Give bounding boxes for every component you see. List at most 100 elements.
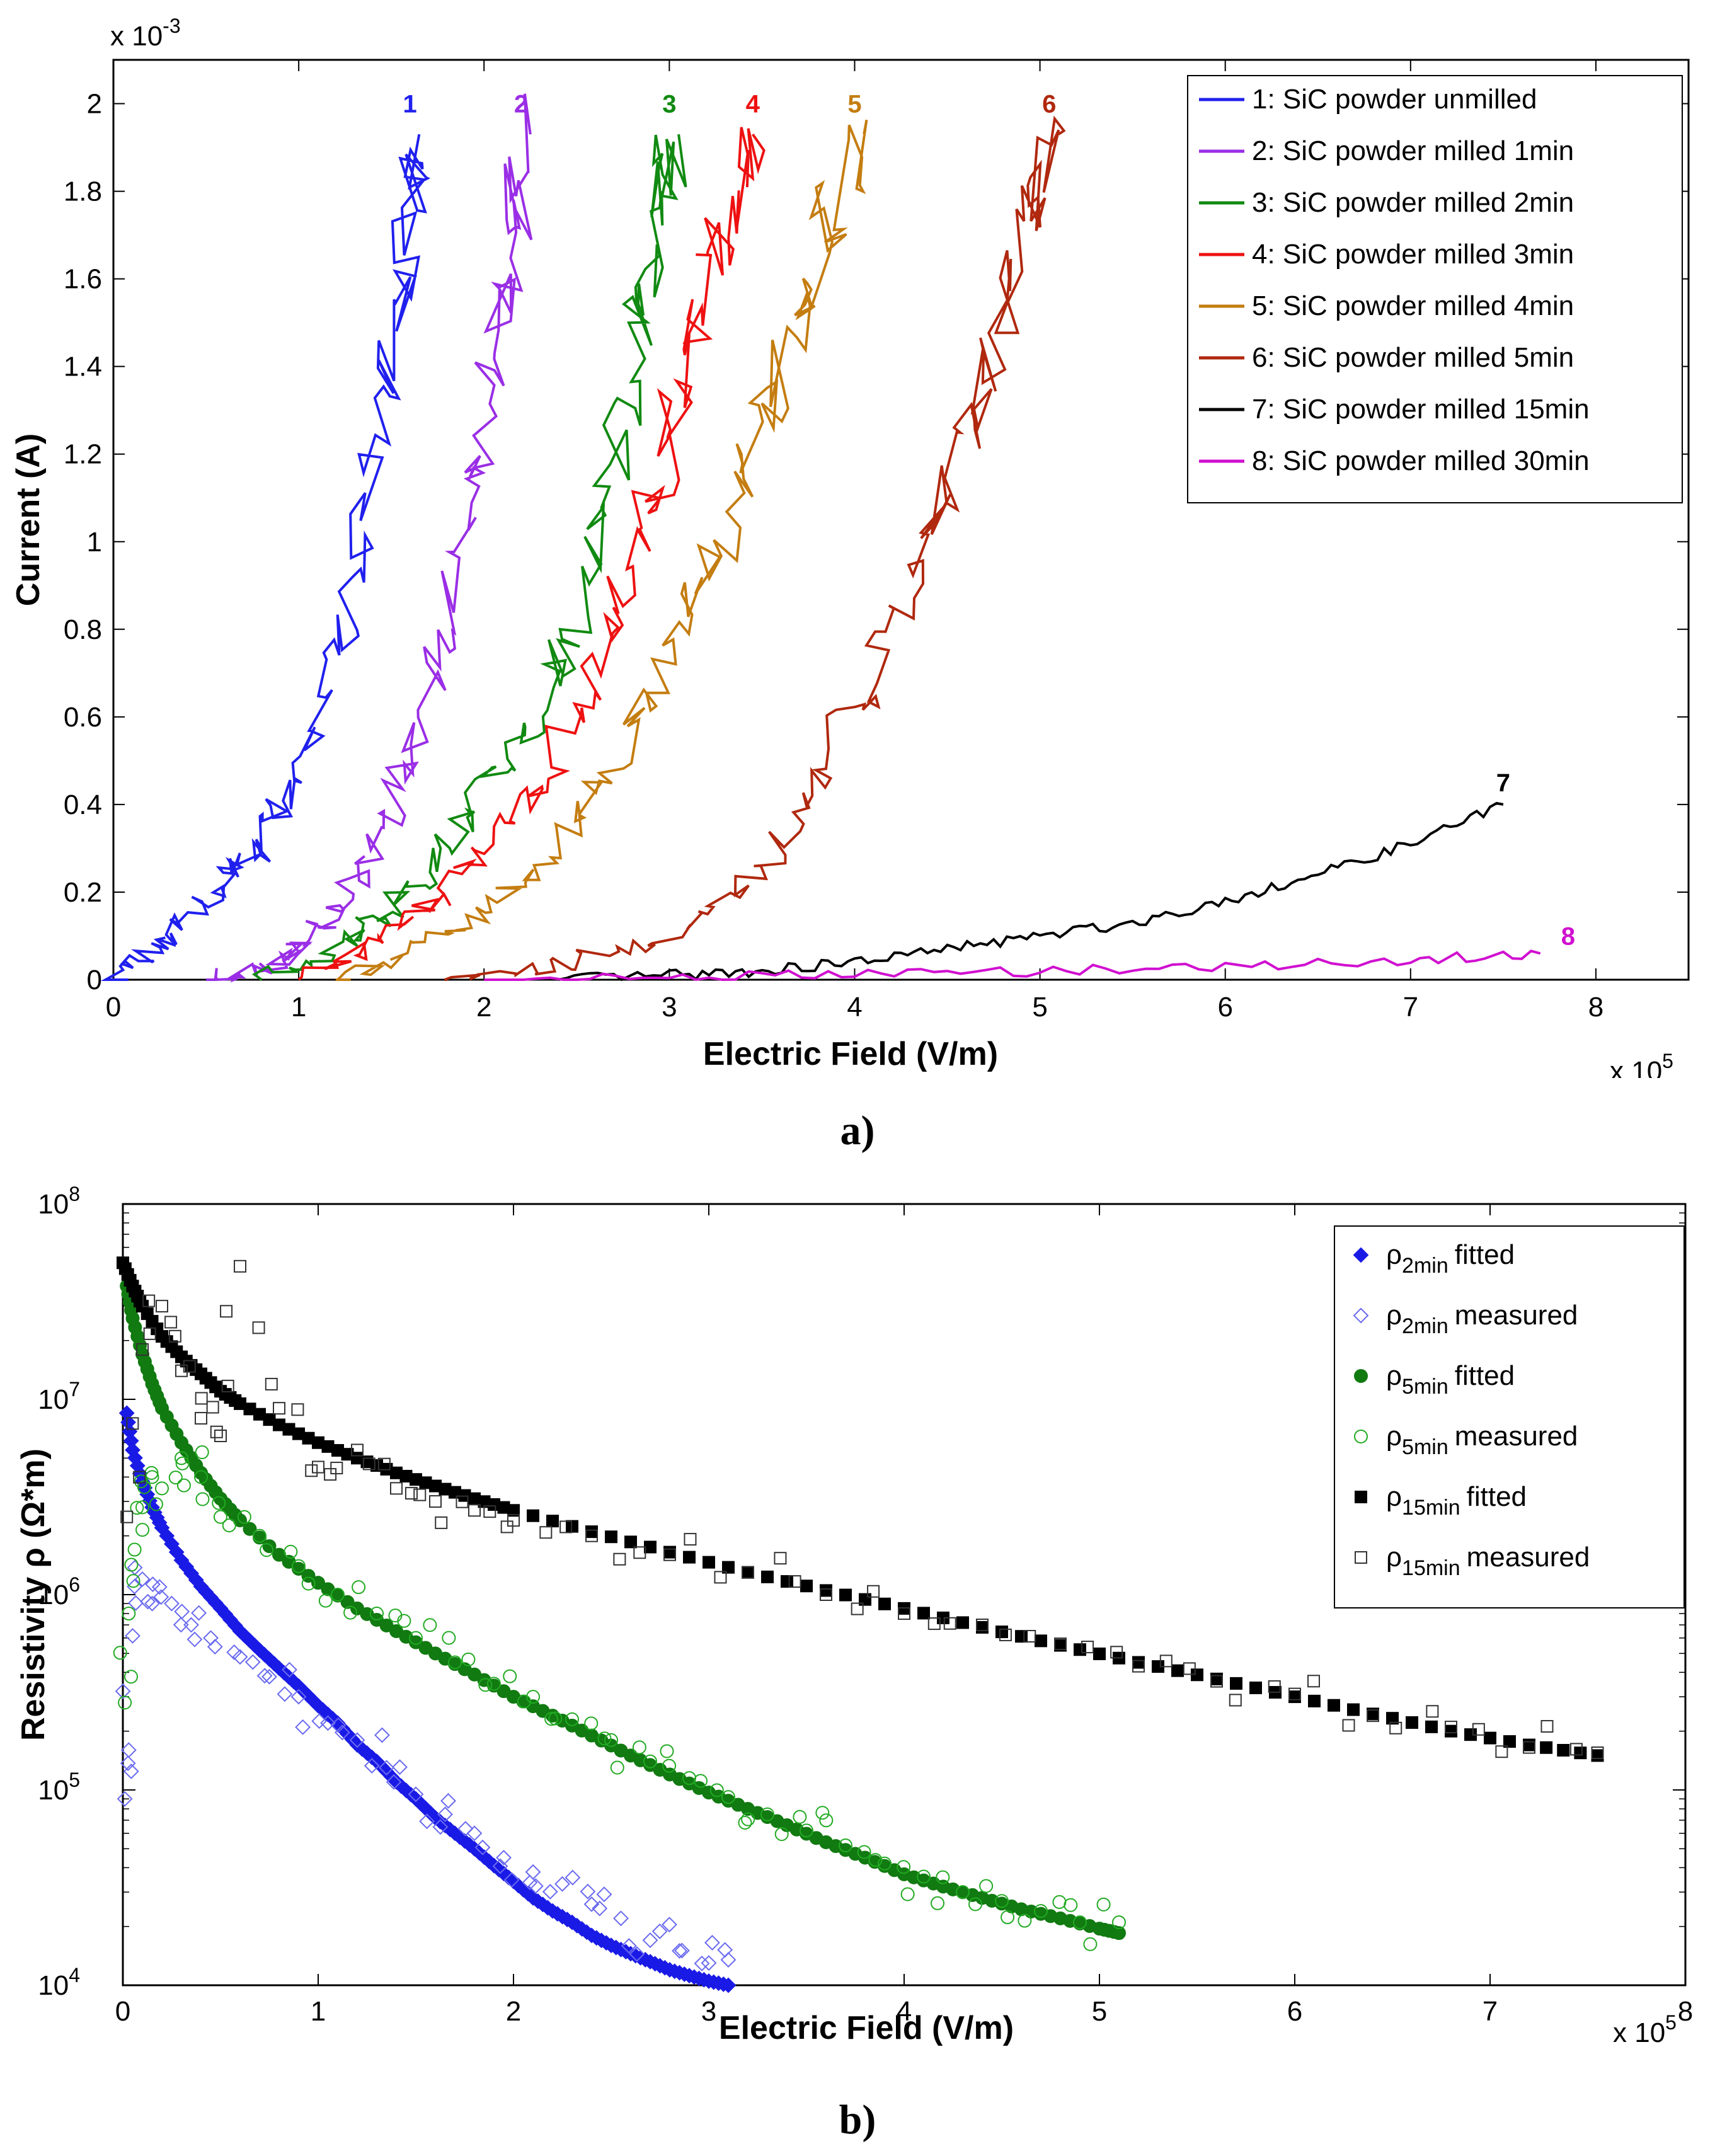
data-point-5min-measured (194, 1470, 208, 1484)
data-point-2min-measured (596, 1886, 612, 1903)
data-point-15min-fitted (1132, 1656, 1145, 1669)
y-tick-exp-b: 5 (69, 1769, 80, 1791)
data-point-15min-fitted (1503, 1735, 1516, 1748)
data-point-5min-measured (123, 1670, 138, 1684)
data-point-5min-measured (694, 1774, 708, 1788)
data-point-5min-measured (584, 1716, 599, 1731)
data-point-5min-measured (214, 1510, 227, 1524)
data-point-15min-measured (214, 1429, 227, 1442)
data-point-15min-fitted (605, 1530, 617, 1544)
data-point-15min-measured (133, 1471, 146, 1484)
data-point-15min-measured (1132, 1660, 1145, 1673)
data-point-5min-measured (1112, 1915, 1126, 1930)
y-tick-label-a: 1.2 (64, 439, 102, 470)
data-point-2min-measured (186, 1631, 203, 1648)
data-point-2min-measured (704, 1935, 720, 1951)
data-point-2min-measured (440, 1792, 456, 1809)
data-point-2min-measured (164, 1595, 180, 1612)
data-point-15min-fitted (1249, 1681, 1262, 1694)
data-point-2min-measured (542, 1884, 558, 1900)
data-point-15min-fitted (1406, 1716, 1418, 1729)
y-tick-label-a: 0.2 (64, 877, 102, 908)
data-point-15min-measured (429, 1495, 442, 1508)
legend-marker-5min-measured (1354, 1430, 1368, 1443)
data-point-15min-measured (1472, 1723, 1485, 1736)
legend-subscript: 5min (1402, 1435, 1448, 1459)
data-point-15min-fitted (722, 1561, 735, 1574)
x-multiplier-exp-b: 5 (1665, 2011, 1677, 2034)
legend-marker-2min-fitted (1353, 1247, 1369, 1263)
data-point-2min-measured (432, 1819, 449, 1835)
data-point-15min-measured (1288, 1687, 1301, 1700)
data-point-5min-measured (774, 1827, 789, 1842)
data-point-5min-fitted (1112, 1926, 1126, 1941)
x-tick-label-a: 0 (106, 992, 121, 1023)
data-point-15min-measured (684, 1533, 697, 1546)
data-point-5min-measured (176, 1478, 191, 1493)
data-point-15min-measured (1268, 1680, 1281, 1693)
data-point-5min-measured (643, 1754, 657, 1769)
data-point-2min-measured (282, 1661, 297, 1678)
data-point-5min-measured (370, 1607, 384, 1621)
data-point-5min-measured (292, 1559, 306, 1573)
data-point-2min-measured (642, 1932, 658, 1948)
curve-label-5: 5 (847, 91, 861, 118)
data-point-2min-fitted (720, 1977, 737, 1993)
x-tick-label-a: 4 (847, 992, 862, 1023)
data-point-5min-measured (113, 1646, 127, 1660)
data-point-15min-measured (221, 1379, 234, 1392)
data-point-2min-measured (120, 1742, 137, 1758)
data-point-15min-measured (1054, 1637, 1067, 1651)
data-point-15min-measured (435, 1516, 448, 1529)
caption-a: a) (840, 1108, 875, 1154)
data-point-15min-fitted (976, 1620, 989, 1634)
data-point-5min-measured (442, 1631, 456, 1645)
data-point-5min-measured (318, 1593, 333, 1608)
data-point-5min-measured (793, 1809, 807, 1824)
data-point-2min-measured (173, 1617, 189, 1633)
data-point-15min-measured (714, 1571, 727, 1584)
data-point-5min-measured (721, 1790, 735, 1804)
data-point-5min-measured (548, 1711, 563, 1726)
data-point-5min-fitted (340, 1595, 355, 1609)
data-point-2min-measured (183, 1617, 199, 1633)
data-point-15min-fitted (800, 1580, 813, 1593)
data-point-15min-measured (500, 1520, 513, 1534)
data-point-2min-measured (311, 1713, 328, 1729)
data-point-15min-fitted (1093, 1647, 1106, 1660)
data-point-5min-measured (632, 1740, 646, 1755)
data-point-5min-measured (544, 1712, 559, 1726)
data-point-15min-measured (1523, 1741, 1535, 1754)
data-point-5min-measured (979, 1879, 994, 1893)
data-point-5min-measured (155, 1481, 169, 1496)
data-point-15min-measured (1445, 1721, 1457, 1734)
data-point-5min-measured (565, 1712, 579, 1726)
data-point-15min-measured (1342, 1719, 1355, 1732)
legend-suffix: fitted (1455, 1239, 1515, 1270)
data-point-15min-measured (143, 1327, 156, 1340)
y-tick-label-a: 1.4 (64, 352, 102, 382)
legend-subscript: 2min (1402, 1314, 1448, 1338)
data-point-2min-measured (503, 1872, 520, 1888)
data-point-5min-measured (597, 1731, 612, 1746)
data-point-15min-fitted (956, 1616, 969, 1629)
data-point-5min-measured (897, 1860, 911, 1874)
data-point-15min-measured (539, 1526, 553, 1539)
y-tick-exp-b: 7 (69, 1378, 80, 1401)
data-point-15min-measured (1307, 1675, 1321, 1688)
series-5min-measured (113, 1445, 1126, 1951)
data-point-15min-fitted (1035, 1634, 1047, 1648)
data-point-15min-fitted (1308, 1694, 1321, 1707)
data-point-5min-measured (610, 1760, 624, 1775)
data-point-5min-measured (956, 1885, 970, 1900)
data-point-15min-fitted (1425, 1720, 1438, 1733)
series-15min-measured (120, 1259, 1604, 1759)
legend-marker-2min-measured (1353, 1307, 1369, 1324)
legend-suffix: fitted (1455, 1360, 1515, 1391)
x-axis-title-b: Electric Field (V/m) (719, 2010, 1014, 2046)
data-point-2min-measured (295, 1719, 311, 1735)
data-point-5min-measured (478, 1678, 493, 1692)
x-multiplier-exp-a: 5 (1662, 1050, 1673, 1072)
